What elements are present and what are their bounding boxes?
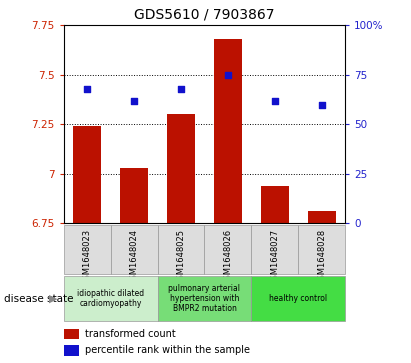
Bar <box>167 114 195 223</box>
Text: GSM1648023: GSM1648023 <box>83 229 92 285</box>
Title: GDS5610 / 7903867: GDS5610 / 7903867 <box>134 8 275 21</box>
Bar <box>308 211 336 223</box>
Text: ▶: ▶ <box>49 294 58 303</box>
Text: GSM1648024: GSM1648024 <box>129 229 139 285</box>
Bar <box>252 276 345 321</box>
Bar <box>64 276 157 321</box>
Bar <box>214 39 242 223</box>
Text: percentile rank within the sample: percentile rank within the sample <box>85 345 250 355</box>
Bar <box>64 329 79 339</box>
Bar <box>111 225 157 274</box>
Bar <box>157 225 205 274</box>
Point <box>131 98 137 103</box>
Point <box>84 86 90 91</box>
Text: GSM1648025: GSM1648025 <box>176 229 185 285</box>
Text: GSM1648026: GSM1648026 <box>224 229 233 285</box>
Point <box>272 98 278 103</box>
Text: GSM1648027: GSM1648027 <box>270 229 279 285</box>
Point <box>319 102 325 107</box>
Bar <box>64 225 111 274</box>
Bar <box>157 276 252 321</box>
Text: GSM1648028: GSM1648028 <box>317 229 326 285</box>
Text: pulmonary arterial
hypertension with
BMPR2 mutation: pulmonary arterial hypertension with BMP… <box>169 284 240 314</box>
Point <box>225 72 231 78</box>
Text: disease state: disease state <box>4 294 74 303</box>
Point <box>178 86 184 91</box>
Bar <box>252 225 298 274</box>
Bar <box>261 185 289 223</box>
Bar <box>120 168 148 223</box>
Bar <box>64 345 79 356</box>
Bar <box>298 225 345 274</box>
Text: idiopathic dilated
cardiomyopathy: idiopathic dilated cardiomyopathy <box>77 289 144 308</box>
Bar <box>205 225 252 274</box>
Text: transformed count: transformed count <box>85 329 175 339</box>
Text: healthy control: healthy control <box>269 294 328 303</box>
Bar <box>73 126 101 223</box>
